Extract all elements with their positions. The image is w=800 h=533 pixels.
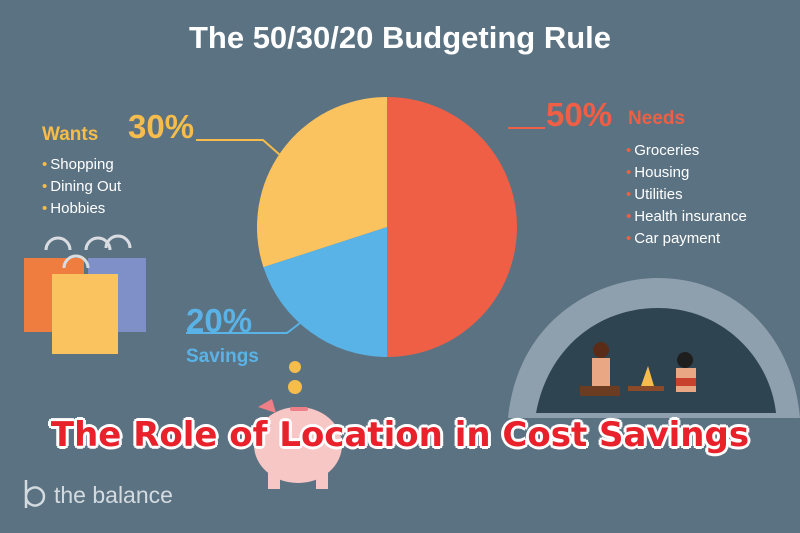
pie-slice-wants — [256, 97, 387, 268]
needs-item: Housing — [626, 162, 747, 184]
wants-percent: 30% — [128, 108, 195, 145]
savings-leader-line — [186, 312, 314, 334]
wants-list: Shopping Dining Out Hobbies — [42, 154, 121, 220]
wants-item: Shopping — [42, 154, 121, 176]
shopping-bags-icon — [24, 234, 146, 354]
needs-label: Needs — [628, 108, 686, 129]
overlay-title: The Role of Location in Cost Savings — [50, 415, 750, 455]
wants-item: Hobbies — [42, 198, 121, 220]
needs-list: Groceries Housing Utilities Health insur… — [626, 140, 747, 250]
savings-label: Savings — [186, 346, 259, 367]
cave-scene-icon — [508, 278, 800, 418]
needs-item: Groceries — [626, 140, 747, 162]
needs-percent: 50% — [546, 96, 613, 133]
pie-slice-needs — [387, 97, 517, 357]
needs-item: Car payment — [626, 228, 747, 250]
brand-logo-icon — [24, 480, 46, 508]
wants-item: Dining Out — [42, 176, 121, 198]
needs-item: Health insurance — [626, 206, 747, 228]
savings-percent: 20% — [186, 302, 253, 339]
pie-slice-savings — [263, 227, 387, 357]
wants-leader-line — [196, 139, 281, 156]
needs-item: Utilities — [626, 184, 747, 206]
piggy-bank-icon — [254, 361, 342, 489]
pie-slices — [256, 97, 517, 357]
brand-name: the balance — [54, 482, 173, 508]
wants-label: Wants — [42, 124, 99, 145]
chart-title: The 50/30/20 Budgeting Rule — [188, 20, 612, 55]
